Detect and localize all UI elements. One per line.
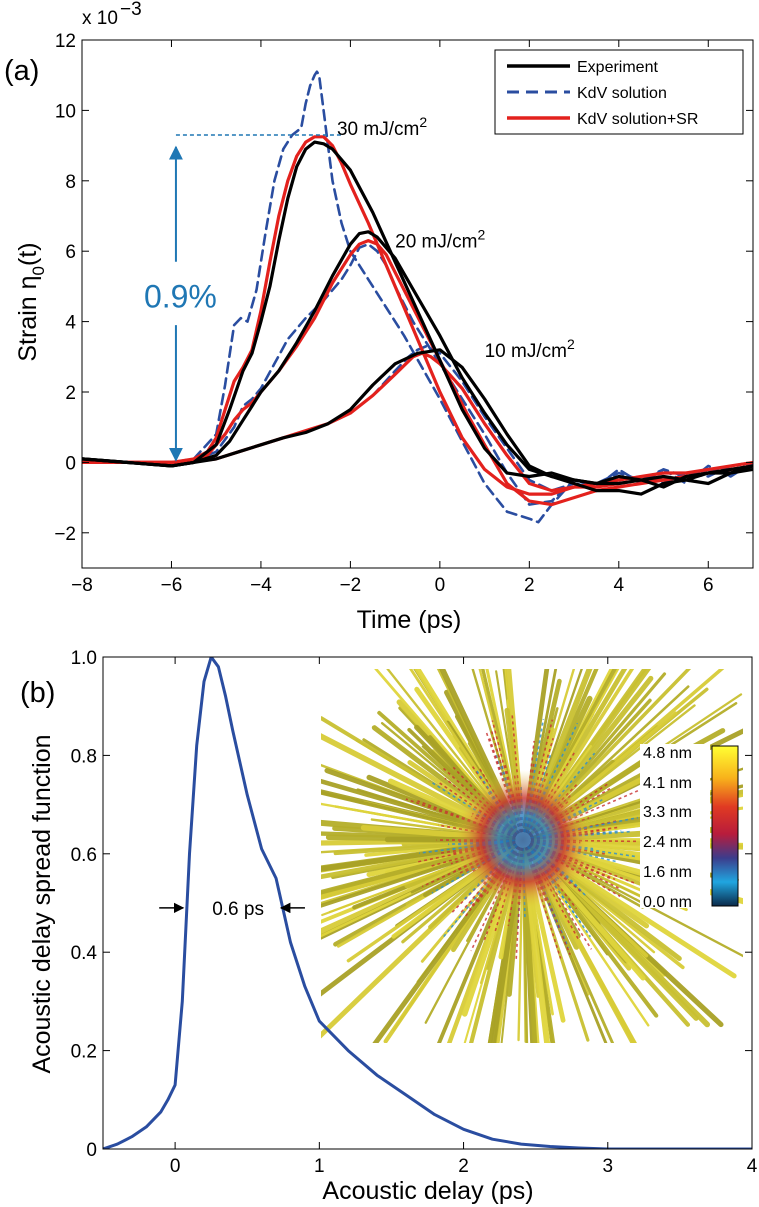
colorbar-label-3: 2.4 nm: [643, 834, 692, 851]
colorbar-label-1: 4.1 nm: [643, 775, 692, 792]
y-tick-label: 0.8: [71, 746, 97, 767]
y-tick-label: 10: [55, 101, 76, 122]
panel-b-ylabel: Acoustic delay spread function: [28, 734, 56, 1073]
y-tick-label: −2: [54, 524, 76, 545]
colorbar: 4.8 nm 4.1 nm 3.3 nm 2.4 nm 1.6 nm 0.0 n…: [640, 744, 739, 911]
y-tick-label: 12: [55, 31, 76, 52]
exponent-prefix: x 10: [82, 8, 118, 29]
series-line-kdv-10-mj-cm2: [82, 344, 753, 492]
panel-a: (a) x 10 −3 0.9% −8 −6 −4 −2 0 2 4 6 −2 0 2 4 6 8 10 12…: [4, 0, 754, 634]
legend-label-experiment: Experiment: [577, 59, 658, 76]
x-tick-label: 3: [602, 1156, 613, 1177]
series-line-experiment-10-mj-cm2: [82, 348, 753, 496]
panel-b: (b) 0.6 ps 0 1 2 3 4 0 0.2 0.4 0.6 0.8 1.0 4.8 nm …: [20, 648, 758, 1205]
panel-b-ticks: 0 1 2 3 4 0 0.2 0.4 0.6 0.8 1.0: [71, 648, 758, 1177]
panel-b-series: [103, 657, 752, 1149]
y-tick-label: 8: [65, 172, 76, 193]
y-tick-label: 0: [86, 1140, 97, 1161]
series-line-experiment-30-mj-cm2: [82, 140, 753, 486]
x-tick-label: 2: [524, 575, 535, 596]
panel-a-xlabel: Time (ps): [357, 606, 462, 634]
colorbar-label-2: 3.3 nm: [643, 804, 692, 821]
y-tick-label: 6: [65, 242, 76, 263]
panel-a-label: (a): [4, 55, 39, 87]
x-tick-label: −2: [340, 575, 362, 596]
x-tick-label: 4: [747, 1156, 758, 1177]
x-tick-label: 6: [703, 575, 714, 596]
y-tick-label: 1.0: [71, 648, 97, 669]
colorbar-label-0: 4.8 nm: [643, 745, 692, 762]
amplitude-label: 0.9%: [144, 279, 217, 315]
panel-a-plot-frame: [81, 39, 754, 569]
panel-b-label: (b): [20, 677, 55, 709]
panel-a-ticks: −8 −6 −4 −2 0 2 4 6 −2 0 2 4 6 8 10 12: [54, 31, 753, 596]
panel-b-xlabel: Acoustic delay (ps): [322, 1177, 533, 1205]
panel-a-ylabel: Strain η0(t): [14, 242, 48, 361]
y-tick-label: 0.2: [71, 1042, 97, 1063]
y-tick-label: 2: [65, 383, 76, 404]
colorbar-label-5: 0.0 nm: [643, 894, 692, 911]
panel-a-series: [82, 70, 753, 524]
y-tick-label: 0.6: [71, 845, 97, 866]
x-tick-label: 0: [170, 1156, 181, 1177]
series-line-kdv-sr-30-mj-cm2: [82, 135, 753, 496]
panel-a-exponent: x 10 −3: [82, 0, 142, 29]
x-tick-label: −4: [250, 575, 272, 596]
fluence-label: 30 mJ/cm2: [337, 114, 427, 140]
x-tick-label: 4: [614, 575, 625, 596]
series-line-acoustic-delay-spread-function: [103, 657, 752, 1149]
y-tick-label: 4: [65, 313, 76, 334]
x-tick-label: 2: [458, 1156, 469, 1177]
colorbar-label-4: 1.6 nm: [643, 864, 692, 881]
legend-label-kdv-sr: KdV solution+SR: [577, 111, 698, 128]
y-tick-label: 0: [65, 453, 76, 474]
x-tick-label: −6: [161, 575, 183, 596]
fluence-label: 20 mJ/cm2: [395, 227, 485, 253]
exponent-power: −3: [120, 0, 142, 20]
legend: Experiment KdV solution KdV solution+SR: [494, 49, 744, 135]
x-tick-label: 0: [435, 575, 446, 596]
series-line-kdv-sr-20-mj-cm2: [82, 239, 753, 507]
series-line-experiment-20-mj-cm2: [82, 230, 753, 489]
x-tick-label: 1: [314, 1156, 325, 1177]
x-tick-label: −8: [71, 575, 93, 596]
fluence-labels: 30 mJ/cm2 20 mJ/cm2 10 mJ/cm2: [337, 114, 575, 362]
fwhm-label: 0.6 ps: [212, 899, 264, 920]
colorbar-label-bg: [640, 744, 710, 908]
series-line-kdv-sr-10-mj-cm2: [82, 351, 753, 493]
colorbar-gradient: [711, 745, 739, 907]
panel-b-plot-frame: [102, 656, 753, 1150]
legend-label-kdv: KdV solution: [577, 85, 667, 102]
fwhm-marker: 0.6 ps: [159, 899, 305, 920]
amplitude-arrow: 0.9%: [144, 134, 342, 462]
fluence-label: 10 mJ/cm2: [485, 336, 575, 362]
y-tick-label: 0.4: [71, 943, 98, 964]
